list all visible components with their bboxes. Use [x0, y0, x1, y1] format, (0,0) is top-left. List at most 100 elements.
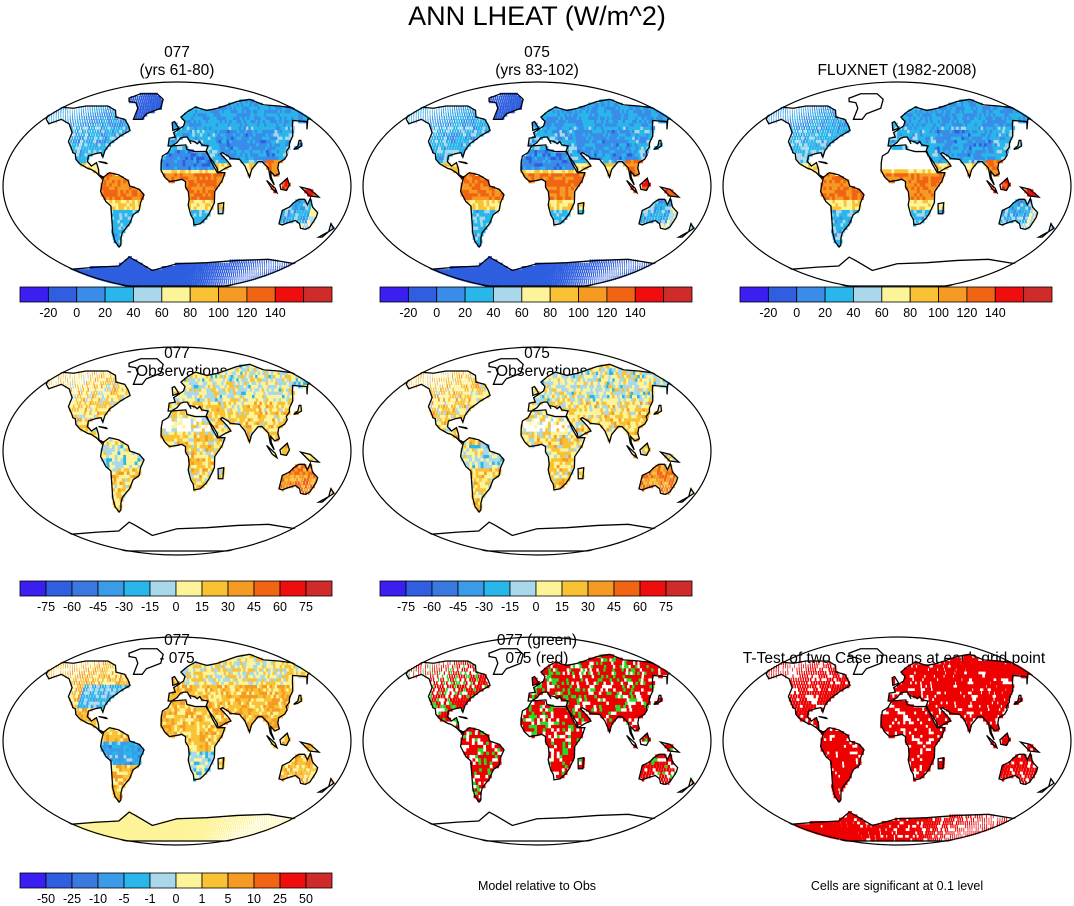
grid-cell: [143, 92, 146, 97]
grid-cell: [280, 152, 285, 157]
grid-cell: [154, 276, 158, 280]
grid-cell: [580, 122, 585, 127]
grid-cell: [84, 129, 87, 134]
grid-cell: [613, 156, 618, 160]
grid-cell: [477, 179, 481, 184]
grid-cell: [233, 106, 238, 110]
grid-cell: [465, 142, 469, 147]
grid-cell: [196, 169, 201, 174]
grid-cell: [582, 266, 585, 270]
grid-cell: [293, 269, 295, 274]
grid-cell: [474, 129, 477, 134]
grid-cell: [217, 129, 221, 134]
grid-cell: [134, 192, 139, 197]
grid-cell: [82, 149, 86, 154]
grid-cell: [188, 166, 192, 170]
grid-cell: [147, 272, 152, 277]
grid-cell: [210, 279, 212, 284]
grid-cell: [204, 112, 208, 117]
grid-cell: [429, 276, 436, 280]
grid-cell: [476, 229, 481, 234]
grid-cell: [277, 129, 282, 134]
grid-cell: [116, 242, 121, 247]
grid-cell: [262, 119, 268, 124]
grid-cell: [602, 129, 607, 134]
grid-cell: [281, 182, 286, 187]
grid-cell: [523, 282, 527, 287]
grid-cell: [237, 262, 239, 267]
grid-cell: [213, 179, 218, 184]
grid-cell: [226, 126, 231, 130]
grid-cell: [660, 199, 664, 204]
grid-cell: [419, 266, 425, 270]
grid-cell: [471, 216, 476, 220]
grid-cell: [563, 109, 568, 114]
grid-cell: [106, 199, 111, 204]
grid-cell: [179, 166, 184, 170]
grid-cell: [160, 272, 164, 277]
grid-cell: [570, 139, 575, 144]
grid-cell: [576, 146, 581, 150]
grid-cell: [633, 159, 638, 164]
grid-cell: [411, 116, 412, 120]
grid-cell: [562, 176, 566, 180]
grid-cell: [204, 162, 209, 167]
grid-cell: [221, 109, 226, 114]
grid-cell: [274, 142, 279, 147]
grid-cell: [662, 226, 665, 230]
grid-cell: [90, 279, 96, 284]
grid-cell: [629, 136, 635, 140]
grid-cell: [624, 146, 630, 150]
grid-cell: [192, 279, 195, 284]
grid-cell: [632, 156, 637, 160]
grid-cell: [282, 129, 287, 134]
grid-cell: [568, 189, 572, 194]
grid-cell: [243, 136, 248, 140]
grid-cell: [529, 279, 532, 284]
grid-cell: [477, 236, 482, 240]
grid-cell: [308, 206, 311, 210]
grid-cell: [235, 106, 241, 110]
grid-cell: [190, 279, 193, 284]
grid-cell: [129, 209, 134, 214]
grid-cell: [485, 126, 488, 130]
grid-cell: [264, 119, 270, 124]
grid-cell: [600, 132, 605, 137]
grid-cell: [219, 172, 223, 177]
grid-cell: [615, 269, 617, 274]
grid-cell: [170, 266, 174, 270]
grid-cell: [248, 159, 253, 164]
grid-cell: [552, 109, 556, 114]
grid-cell: [267, 146, 272, 150]
grid-cell: [96, 149, 99, 154]
grid-cell: [204, 156, 208, 160]
grid-cell: [547, 276, 550, 280]
grid-cell: [151, 92, 154, 97]
grid-cell: [556, 269, 559, 274]
grid-cell: [483, 262, 488, 267]
grid-cell: [551, 276, 554, 280]
grid-cell: [580, 282, 582, 287]
grid-cell: [169, 142, 173, 147]
grid-cell: [491, 189, 496, 194]
grid-cell: [648, 209, 651, 214]
grid-cell: [199, 159, 203, 164]
grid-cell: [84, 279, 91, 284]
grid-cell: [631, 166, 636, 170]
grid-cell: [69, 276, 76, 280]
grid-cell: [498, 269, 503, 274]
grid-cell: [595, 116, 600, 120]
grid-cell: [460, 106, 462, 110]
grid-cell: [190, 152, 195, 157]
grid-cell: [277, 126, 283, 130]
grid-cell: [166, 272, 170, 277]
grid-cell: [472, 206, 477, 210]
grid-cell: [117, 199, 122, 204]
grid-cell: [272, 136, 277, 140]
grid-cell: [218, 209, 222, 214]
grid-cell: [456, 129, 459, 134]
grid-cell: [210, 139, 215, 144]
grid-cell: [463, 192, 468, 197]
grid-cell: [78, 132, 80, 137]
grid-cell: [486, 206, 491, 210]
